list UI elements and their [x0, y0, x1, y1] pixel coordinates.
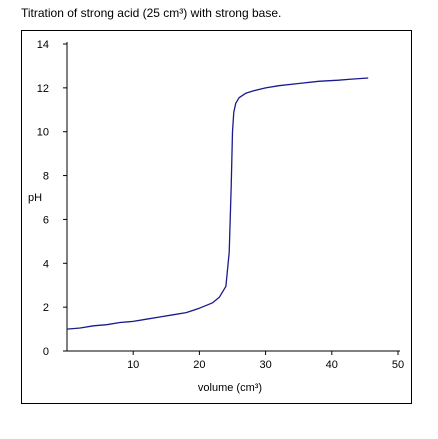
y-tick-label: 6 — [43, 214, 49, 226]
y-tick-label: 10 — [37, 127, 49, 139]
y-tick-label: 0 — [43, 346, 49, 358]
y-tick-label: 12 — [37, 83, 49, 95]
x-tick-label: 40 — [326, 359, 338, 371]
y-tick-label: 8 — [43, 171, 49, 183]
chart-frame — [21, 30, 412, 404]
y-axis-label: pH — [28, 192, 42, 204]
ticks — [63, 43, 399, 355]
y-tick-label: 2 — [43, 302, 49, 314]
x-tick-label: 10 — [127, 359, 139, 371]
axes — [66, 42, 400, 352]
chart-title: Titration of strong acid (25 cm³) with s… — [21, 6, 282, 20]
x-tick-label: 30 — [259, 359, 271, 371]
y-tick-label: 4 — [43, 258, 49, 270]
y-tick-label: 14 — [37, 39, 49, 51]
series — [66, 77, 369, 330]
x-tick-label: 50 — [392, 359, 404, 371]
tick-labels: 10 20 30 40 50 0 2 4 6 8 10 12 14 — [37, 39, 404, 371]
series-line — [66, 77, 369, 330]
x-tick-label: 20 — [193, 359, 205, 371]
x-axis-label: volume (cm³) — [198, 382, 262, 394]
